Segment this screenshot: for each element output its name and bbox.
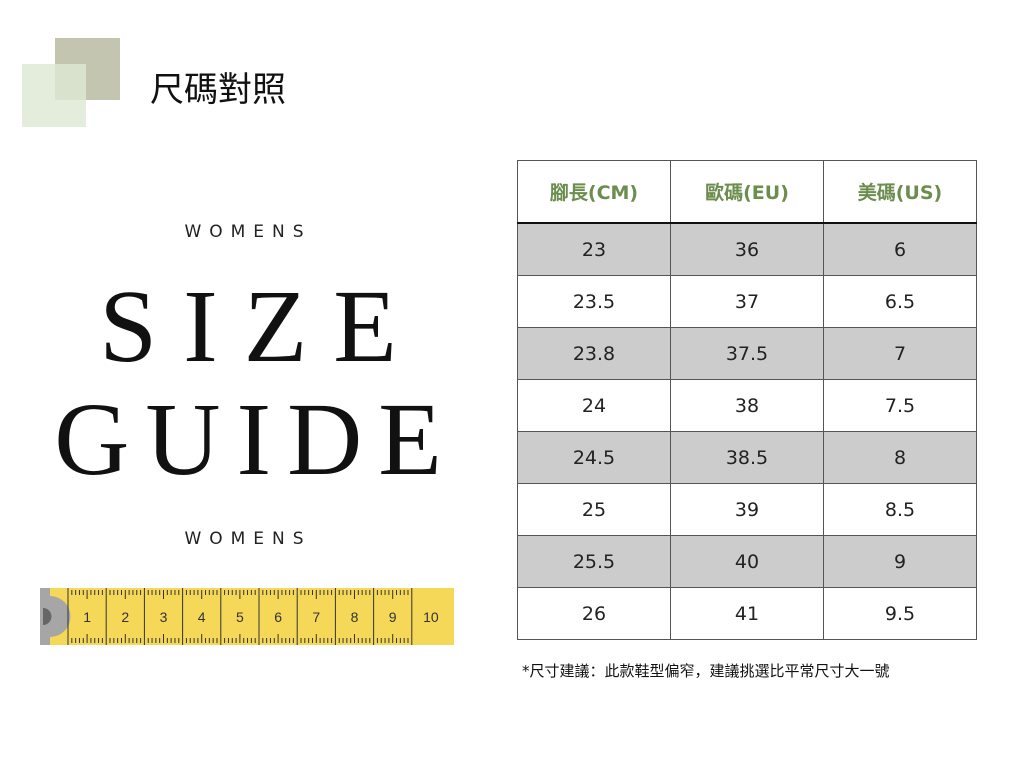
guide-heading: GUIDE: [54, 382, 458, 497]
table-cell: 7.5: [822, 379, 978, 432]
table-row: 25 39 8.5: [516, 483, 978, 536]
table-header-row: 腳長(CM) 歐碼(EU) 美碼(US): [516, 160, 978, 224]
size-note: *尺寸建議：此款鞋型偏窄，建議挑選比平常尺寸大一號: [522, 662, 890, 680]
table-row: 23.5 37 6.5: [516, 275, 978, 328]
table-cell: 36: [670, 222, 824, 276]
table-cell: 41: [670, 587, 824, 640]
header-eu: 歐碼(EU): [670, 160, 824, 224]
table-cell: 23.5: [516, 275, 672, 328]
tape-number: 1: [83, 609, 91, 625]
table-cell: 37: [670, 275, 824, 328]
table-cell: 9.5: [822, 587, 978, 640]
table-cell: 8.5: [822, 483, 978, 536]
table-cell: 9: [822, 535, 978, 588]
table-cell: 38.5: [670, 431, 824, 484]
table-cell: 40: [670, 535, 824, 588]
decor-square-light: [22, 64, 86, 127]
table-cell: 39: [670, 483, 824, 536]
table-cell: 23.8: [516, 327, 672, 380]
page-title: 尺碼對照: [150, 70, 286, 110]
tape-hook-end: [50, 596, 71, 637]
tape-number: 9: [389, 609, 397, 625]
womens-label-top: WOMENS: [184, 222, 312, 242]
table-cell: 26: [516, 587, 672, 640]
tape-number: 10: [423, 609, 439, 625]
table-row: 25.5 40 9: [516, 535, 978, 588]
table-row: 26 41 9.5: [516, 587, 978, 640]
header-cm: 腳長(CM): [516, 160, 672, 224]
measuring-tape-image: 1 2 3 4 5 6 7 8 9 10: [40, 588, 454, 645]
table-row: 24 38 7.5: [516, 379, 978, 432]
tape-number: 8: [351, 609, 359, 625]
table-cell: 37.5: [670, 327, 824, 380]
tape-body: [40, 588, 454, 645]
table-cell: 23: [516, 222, 672, 276]
table-cell: 24: [516, 379, 672, 432]
table-cell: 6: [822, 222, 978, 276]
tape-number: 3: [160, 609, 168, 625]
table-cell: 8: [822, 431, 978, 484]
tape-number: 7: [312, 609, 320, 625]
table-row: 24.5 38.5 8: [516, 431, 978, 484]
tape-number: 2: [121, 609, 129, 625]
table-cell: 25: [516, 483, 672, 536]
table-cell: 25.5: [516, 535, 672, 588]
size-heading: SIZE: [99, 269, 423, 384]
tape-number: 5: [236, 609, 244, 625]
tape-hook-hole: [43, 608, 52, 625]
tape-number: 6: [274, 609, 282, 625]
tape-number: 4: [198, 609, 206, 625]
table-row: 23.8 37.5 7: [516, 327, 978, 380]
header-us: 美碼(US): [822, 160, 978, 224]
table-cell: 6.5: [822, 275, 978, 328]
table-cell: 24.5: [516, 431, 672, 484]
table-cell: 38: [670, 379, 824, 432]
size-table: 腳長(CM) 歐碼(EU) 美碼(US) 23 36 6 23.5 37 6.5 23.8 3…: [516, 160, 978, 640]
table-row: 23 36 6: [516, 222, 978, 276]
womens-label-bottom: WOMENS: [184, 529, 312, 549]
table-cell: 7: [822, 327, 978, 380]
